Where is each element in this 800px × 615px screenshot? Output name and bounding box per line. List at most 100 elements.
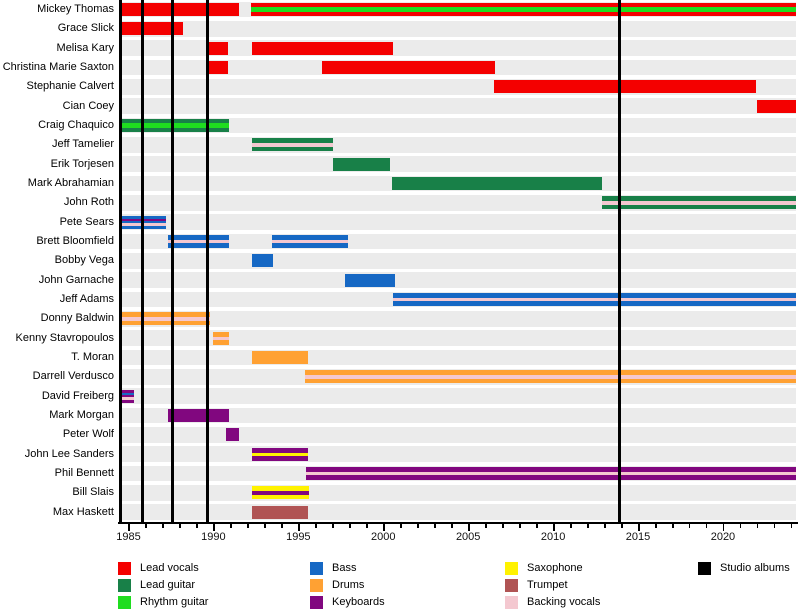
- legend-swatch-keyboards: [310, 596, 323, 609]
- axis-minor-tick: [196, 524, 198, 528]
- bar-stripe-keyboards: [252, 491, 309, 495]
- row-band: [120, 272, 796, 288]
- member-bar-drums: [120, 312, 211, 326]
- row-band: [120, 156, 796, 172]
- row-band: [120, 330, 796, 346]
- member-label: Melisa Kary: [56, 41, 114, 54]
- member-bar-lead_guitar: [602, 196, 796, 210]
- legend-label: Bass: [332, 562, 357, 574]
- member-label: Brett Bloomfield: [36, 235, 114, 247]
- row-band: [120, 98, 796, 114]
- row-band: [120, 214, 796, 230]
- member-bar-lead_vocals: [322, 61, 496, 75]
- row-band: [120, 427, 796, 443]
- axis-minor-tick: [756, 524, 759, 528]
- bar-stripe-backing_vocals: [305, 375, 796, 379]
- bar-stripe-backing_vocals: [305, 471, 796, 476]
- member-bar-drums: [213, 331, 229, 345]
- axis-minor-tick: [451, 524, 453, 528]
- legend: Lead vocals Lead guitar Rhythm guitar Bass D…: [0, 556, 800, 615]
- axis-minor-tick: [773, 524, 776, 528]
- axis-minor-tick: [247, 524, 249, 528]
- member-label: Mark Abrahamian: [27, 177, 114, 189]
- row-band: [120, 21, 796, 37]
- axis-tick-label: 2000: [371, 531, 396, 543]
- studio-album-line: [205, 0, 209, 522]
- legend-swatch-saxophone: [505, 562, 518, 575]
- member-label: John Roth: [63, 196, 114, 209]
- axis-minor-tick: [434, 524, 436, 528]
- member-bar-keyboards: [252, 447, 308, 461]
- member-label: Peter Wolf: [62, 428, 114, 441]
- axis-major-tick: [213, 524, 215, 531]
- bar-stripe-rhythm_guitar: [120, 123, 229, 129]
- member-label: Donny Baldwin: [40, 312, 114, 325]
- axis-minor-tick: [790, 524, 793, 528]
- axis-tick-label: 2010: [540, 531, 566, 543]
- row-band: [120, 349, 796, 366]
- legend-swatch-bass: [310, 562, 323, 575]
- member-bar-bass: [252, 254, 273, 268]
- axis-minor-tick: [739, 524, 742, 528]
- member-bar-lead_vocals: [120, 3, 239, 17]
- axis-minor-tick: [536, 524, 538, 528]
- legend-label: Drums: [332, 579, 365, 591]
- legend-swatch-trumpet: [505, 579, 518, 592]
- axis-minor-tick: [688, 524, 691, 528]
- timeline-plot-area: [120, 0, 796, 522]
- member-bar-keyboards: [305, 467, 796, 481]
- axis-minor-tick: [672, 524, 674, 528]
- legend-label: Studio albums: [720, 562, 790, 574]
- member-name-column: Mickey Thomas Grace Slick Melisa Kary Chris…: [0, 0, 116, 522]
- x-axis-line: [118, 522, 798, 524]
- axis-major-tick: [383, 524, 385, 531]
- member-label: John Garnache: [38, 273, 114, 286]
- axis-minor-tick: [162, 524, 164, 528]
- member-bar-keyboards: [120, 389, 134, 403]
- legend-swatch-rhythm_guitar: [118, 596, 131, 609]
- axis-minor-tick: [349, 524, 351, 528]
- axis-major-tick: [638, 524, 640, 531]
- member-label: Craig Chaquico: [38, 119, 114, 131]
- axis-tick-label: 1985: [116, 531, 141, 543]
- member-bar-drums: [305, 370, 796, 384]
- legend-label: Saxophone: [527, 562, 583, 574]
- member-bar-drums: [252, 351, 308, 365]
- row-band: [120, 485, 796, 501]
- axis-minor-tick: [366, 524, 368, 528]
- member-bar-lead_vocals: [252, 41, 394, 55]
- member-bar-bass: [272, 235, 348, 249]
- bar-stripe-bass: [120, 392, 134, 396]
- legend-swatch-album: [698, 562, 711, 575]
- axis-minor-tick: [264, 524, 266, 528]
- row-band: [120, 117, 796, 134]
- axis-minor-tick: [315, 524, 317, 528]
- member-label: David Freiberg: [41, 389, 114, 402]
- member-bar-lead_guitar: [391, 177, 603, 191]
- axis-minor-tick: [655, 524, 657, 528]
- studio-album-line: [171, 0, 175, 522]
- bar-stripe-backing_vocals: [120, 317, 211, 321]
- member-bar-lead_vocals: [250, 3, 796, 17]
- member-bar-lead_vocals: [208, 41, 228, 55]
- studio-album-line: [140, 0, 144, 522]
- member-label: Mark Morgan: [49, 409, 114, 421]
- member-label: Bobby Vega: [54, 254, 114, 267]
- row-band: [120, 446, 796, 462]
- axis-tick-label: 2005: [455, 531, 481, 543]
- studio-album-line: [617, 0, 621, 522]
- axis-minor-tick: [587, 524, 589, 528]
- axis-minor-tick: [519, 524, 521, 528]
- member-bar-bass: [393, 293, 796, 307]
- member-bar-trumpet: [252, 505, 308, 519]
- row-band: [120, 311, 796, 327]
- member-label: Grace Slick: [57, 22, 114, 35]
- axis-major-tick: [553, 524, 555, 531]
- member-label: John Lee Sanders: [24, 447, 114, 460]
- axis-minor-tick: [502, 524, 504, 528]
- axis-minor-tick: [621, 524, 623, 528]
- member-bar-saxophone: [252, 486, 309, 500]
- legend-label: Backing vocals: [527, 596, 601, 608]
- plot-left-border: [119, 0, 122, 522]
- member-label: Mickey Thomas: [37, 3, 114, 15]
